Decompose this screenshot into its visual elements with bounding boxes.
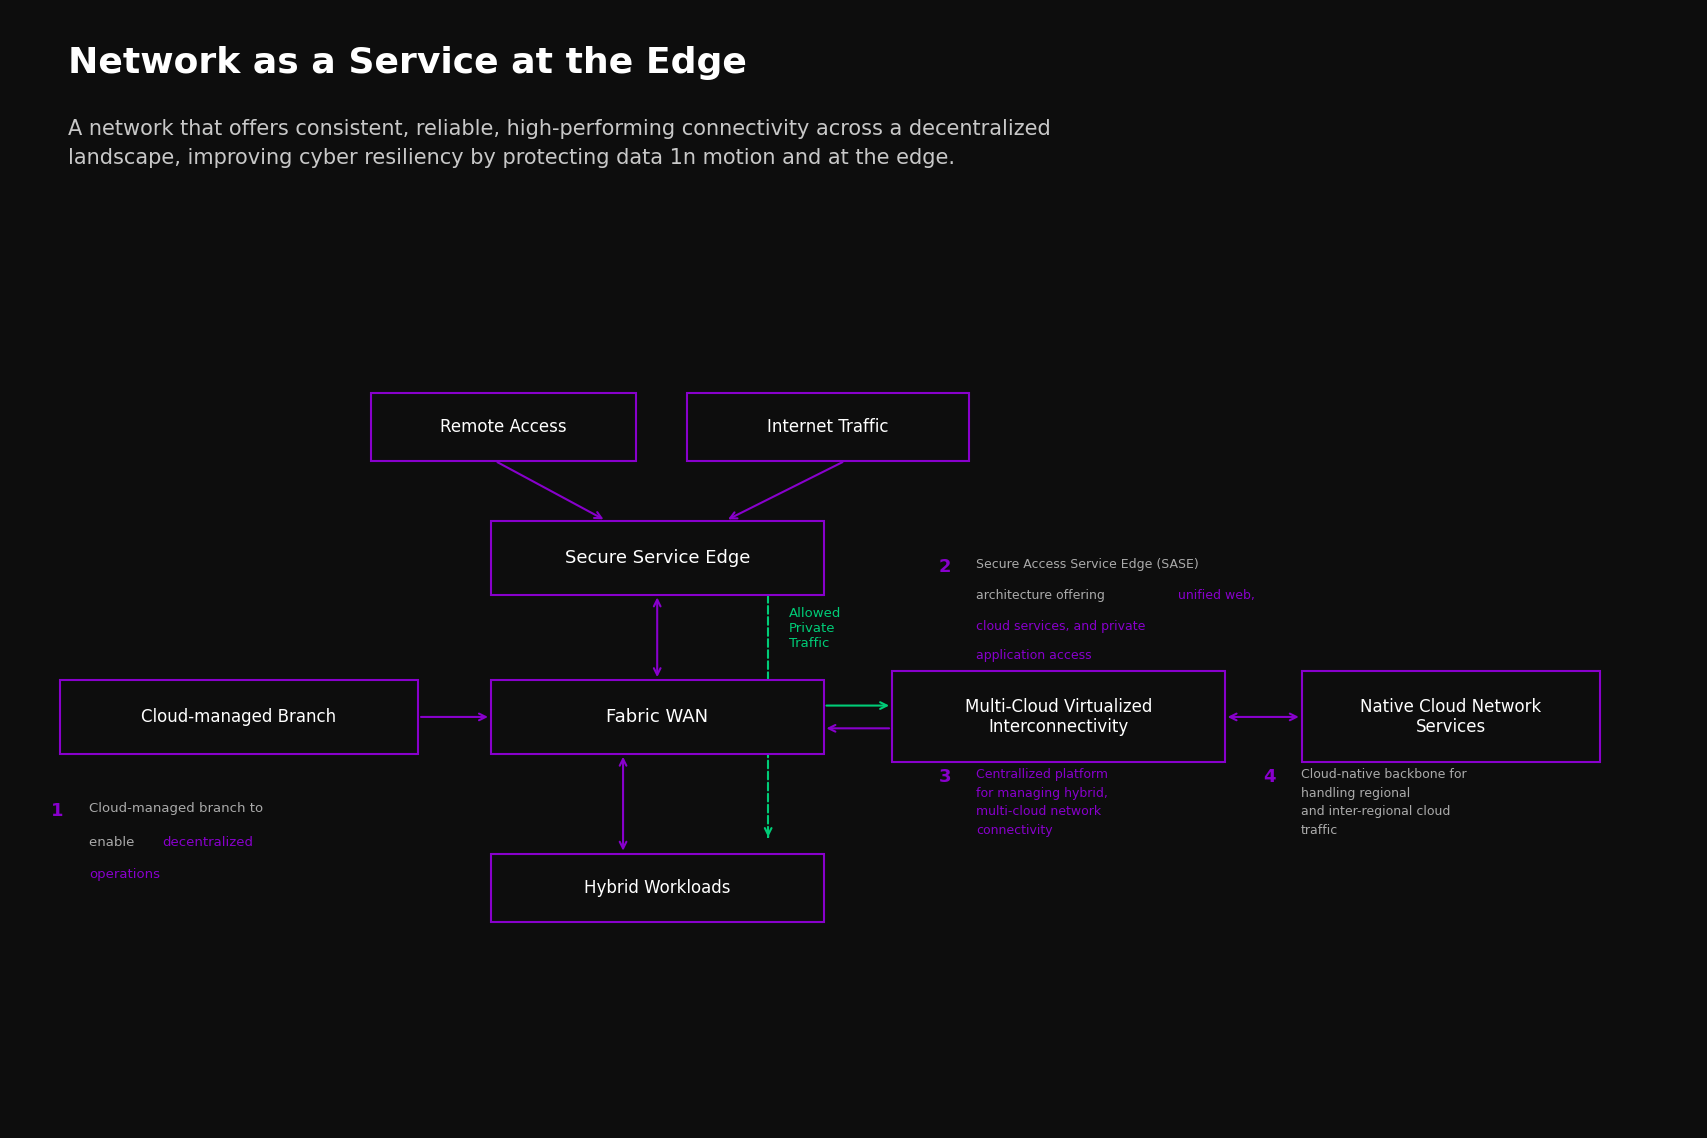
Text: Hybrid Workloads: Hybrid Workloads bbox=[584, 879, 731, 897]
Text: Secure Access Service Edge (SASE): Secure Access Service Edge (SASE) bbox=[976, 558, 1198, 570]
FancyBboxPatch shape bbox=[891, 671, 1226, 762]
Text: enable: enable bbox=[89, 836, 138, 849]
Text: 4: 4 bbox=[1263, 768, 1275, 786]
Text: Fabric WAN: Fabric WAN bbox=[606, 708, 708, 726]
Text: architecture offering: architecture offering bbox=[976, 589, 1110, 602]
Text: Allowed
Private
Traffic: Allowed Private Traffic bbox=[789, 607, 842, 650]
Text: Native Cloud Network
Services: Native Cloud Network Services bbox=[1360, 698, 1541, 736]
FancyBboxPatch shape bbox=[492, 521, 823, 594]
Text: Cloud-managed branch to: Cloud-managed branch to bbox=[89, 802, 263, 815]
FancyBboxPatch shape bbox=[686, 393, 970, 461]
Text: Internet Traffic: Internet Traffic bbox=[766, 418, 889, 436]
FancyBboxPatch shape bbox=[492, 854, 823, 922]
Text: A network that offers consistent, reliable, high-performing connectivity across : A network that offers consistent, reliab… bbox=[68, 119, 1052, 168]
Text: cloud services, and private: cloud services, and private bbox=[976, 620, 1145, 633]
Text: 2: 2 bbox=[939, 558, 951, 576]
FancyBboxPatch shape bbox=[1301, 671, 1601, 762]
FancyBboxPatch shape bbox=[60, 681, 418, 753]
Text: decentralized: decentralized bbox=[162, 836, 253, 849]
Text: Remote Access: Remote Access bbox=[440, 418, 567, 436]
Text: application access: application access bbox=[976, 649, 1092, 661]
Text: Cloud-managed Branch: Cloud-managed Branch bbox=[142, 708, 336, 726]
Text: Multi-Cloud Virtualized
Interconnectivity: Multi-Cloud Virtualized Interconnectivit… bbox=[964, 698, 1152, 736]
Text: unified web,: unified web, bbox=[1178, 589, 1255, 602]
Text: Secure Service Edge: Secure Service Edge bbox=[565, 549, 749, 567]
FancyBboxPatch shape bbox=[370, 393, 635, 461]
Text: Cloud-native backbone for
handling regional
and inter-regional cloud
traffic: Cloud-native backbone for handling regio… bbox=[1301, 768, 1466, 836]
Text: operations: operations bbox=[89, 868, 160, 881]
FancyBboxPatch shape bbox=[492, 681, 823, 753]
Text: Centrallized platform
for managing hybrid,
multi-cloud network
connectivity: Centrallized platform for managing hybri… bbox=[976, 768, 1108, 836]
Text: 1: 1 bbox=[51, 802, 63, 820]
Text: Network as a Service at the Edge: Network as a Service at the Edge bbox=[68, 46, 748, 80]
Text: 3: 3 bbox=[939, 768, 951, 786]
